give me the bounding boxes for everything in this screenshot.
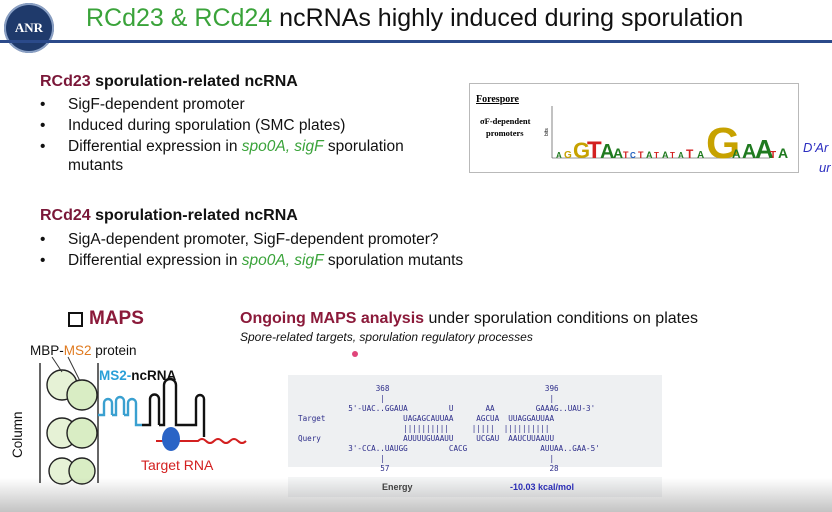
text: MS2- xyxy=(99,368,132,383)
energy-row xyxy=(288,477,662,497)
list-item: Differential expression in spo0A, sigF s… xyxy=(40,250,463,271)
gene-names: spo0A, sigF xyxy=(241,138,324,155)
list-item: Differential expression in spo0A, sigF s… xyxy=(40,136,404,157)
column-label: Column xyxy=(10,411,25,458)
alignment-line: 57 28 xyxy=(298,464,559,473)
svg-text:C: C xyxy=(630,151,636,160)
svg-text:T: T xyxy=(686,147,694,161)
svg-text:A: A xyxy=(678,151,684,160)
target-binding-site xyxy=(162,427,180,451)
alignment-line: 5'-UAC..GGAUA U AA GAAAG..UAU-3' xyxy=(298,404,596,413)
svg-text:A: A xyxy=(662,150,669,160)
target-rna-strand xyxy=(156,438,247,444)
rcd24-bullet-list: SigA-dependent promoter, SigF-dependent … xyxy=(40,229,463,271)
svg-text:T: T xyxy=(587,137,602,164)
alignment-text: 368 396 | | 5'-UAC..GGAUA U AA GAAAG..UA… xyxy=(298,384,600,474)
logo-letters: A G G T A A T C T A T A T A T A G A A A … xyxy=(556,119,788,168)
alignment-line: |||||||||| ||||| |||||||||| xyxy=(298,424,550,433)
ncrna-structure xyxy=(142,377,206,437)
ongoing-analysis-heading: Ongoing MAPS analysis under sporulation … xyxy=(240,310,698,328)
rcd23-heading: RCd23 sporulation-related ncRNA xyxy=(40,73,298,91)
logo-yaxis: bits xyxy=(544,128,550,136)
svg-text:G: G xyxy=(564,150,572,161)
svg-text:A: A xyxy=(755,134,774,164)
text: protein xyxy=(91,343,137,358)
ongoing-subtitle: Spore-related targets, sporulation regul… xyxy=(240,330,533,344)
rcd24-heading: RCd24 sporulation-related ncRNA xyxy=(40,207,298,225)
alignment-line: Query AUUUUGUAAUU UCGAU AAUCUUAAUU xyxy=(298,434,555,443)
reference-line2: ur xyxy=(819,160,831,175)
svg-text:A: A xyxy=(613,145,623,161)
rcd23-bullet-continuation: mutants xyxy=(68,157,124,174)
alignment-line: 368 396 xyxy=(298,384,559,393)
list-item: Induced during sporulation (SMC plates) xyxy=(40,115,404,136)
reference-citation: D’Ar ur xyxy=(803,138,831,178)
alignment-line: | | xyxy=(298,454,555,463)
logo-label: Forespore xyxy=(476,94,520,105)
svg-text:A: A xyxy=(646,150,653,160)
svg-text:G: G xyxy=(706,119,740,168)
ms2-hairpins xyxy=(98,395,142,427)
mbp-ms2-protein-label: MBP-MS2 protein xyxy=(30,343,137,358)
alignment-line: | | xyxy=(298,394,555,403)
svg-text:G: G xyxy=(573,138,590,163)
title-rest: ncRNAs highly induced during sporulation xyxy=(272,4,744,32)
logo-sub1: σF-dependent xyxy=(480,116,531,126)
alignment-line: Target UAGAGCAUUAA AGCUA UUAGGAUUAA xyxy=(298,414,555,423)
svg-text:T: T xyxy=(670,151,675,160)
ms2-ncrna-label: MS2-ncRNA xyxy=(99,368,176,383)
logo-sub2: promoters xyxy=(486,128,524,138)
text: MBP- xyxy=(30,343,64,358)
svg-text:A: A xyxy=(742,141,756,163)
anr-logo: ANR xyxy=(4,3,54,53)
alignment-line: 3'-CCA..UAUGG CACG AUUAA..GAA-5' xyxy=(298,444,600,453)
rcd23-name: RCd23 xyxy=(40,73,91,90)
rna-duplex-alignment: 368 396 | | 5'-UAC..GGAUA U AA GAAAG..UA… xyxy=(288,375,662,473)
svg-text:A: A xyxy=(600,141,614,163)
text: MS2 xyxy=(63,343,92,358)
reference-line1: D’Ar xyxy=(803,140,829,155)
svg-text:A: A xyxy=(778,145,788,161)
svg-text:T: T xyxy=(770,150,776,161)
title-underline xyxy=(0,40,832,43)
rcd23-heading-rest: sporulation-related ncRNA xyxy=(90,73,298,90)
text: ncRNA xyxy=(131,368,177,383)
maps-heading: MAPS xyxy=(68,308,144,330)
logo-text: ANR xyxy=(14,20,44,35)
ongoing-rest: under sporulation conditions on plates xyxy=(424,310,698,327)
ongoing-bold: Ongoing MAPS analysis xyxy=(240,310,425,327)
svg-text:A: A xyxy=(556,151,562,160)
gene-names: spo0A, sigF xyxy=(241,252,324,269)
svg-text:A: A xyxy=(732,147,741,161)
text: sporulation mutants xyxy=(323,252,464,269)
sequence-logo: Forespore σF-dependent promoters bits A … xyxy=(476,94,788,168)
rcd24-name: RCd24 xyxy=(40,207,91,224)
rcd24-heading-rest: sporulation-related ncRNA xyxy=(90,207,298,224)
maps-schematic xyxy=(39,356,247,485)
svg-text:T: T xyxy=(654,151,659,160)
target-rna-label: Target RNA xyxy=(141,457,214,473)
svg-text:T: T xyxy=(638,150,644,160)
text: Differential expression in xyxy=(68,252,242,269)
svg-text:A: A xyxy=(697,150,704,161)
rcd23-bullet-list: SigF-dependent promoter Induced during s… xyxy=(40,94,404,157)
text: Differential expression in xyxy=(68,138,242,155)
list-item: SigA-dependent promoter, SigF-dependent … xyxy=(40,229,463,250)
checkbox-bullet-icon xyxy=(68,311,83,327)
title-rna-names: RCd23 & RCd24 xyxy=(86,4,273,32)
text: sporulation xyxy=(323,138,404,155)
slide-title: RCd23 & RCd24 ncRNAs highly induced duri… xyxy=(86,4,743,33)
list-item: SigF-dependent promoter xyxy=(40,94,404,115)
pointer-dot xyxy=(352,351,358,357)
maps-heading-text: MAPS xyxy=(89,308,144,329)
promoter-logo-figure: Forespore σF-dependent promoters bits A … xyxy=(469,83,799,173)
svg-text:T: T xyxy=(623,150,629,160)
energy-label: Energy xyxy=(382,482,413,492)
energy-value: -10.03 kcal/mol xyxy=(510,482,575,492)
column-beads xyxy=(46,369,98,485)
